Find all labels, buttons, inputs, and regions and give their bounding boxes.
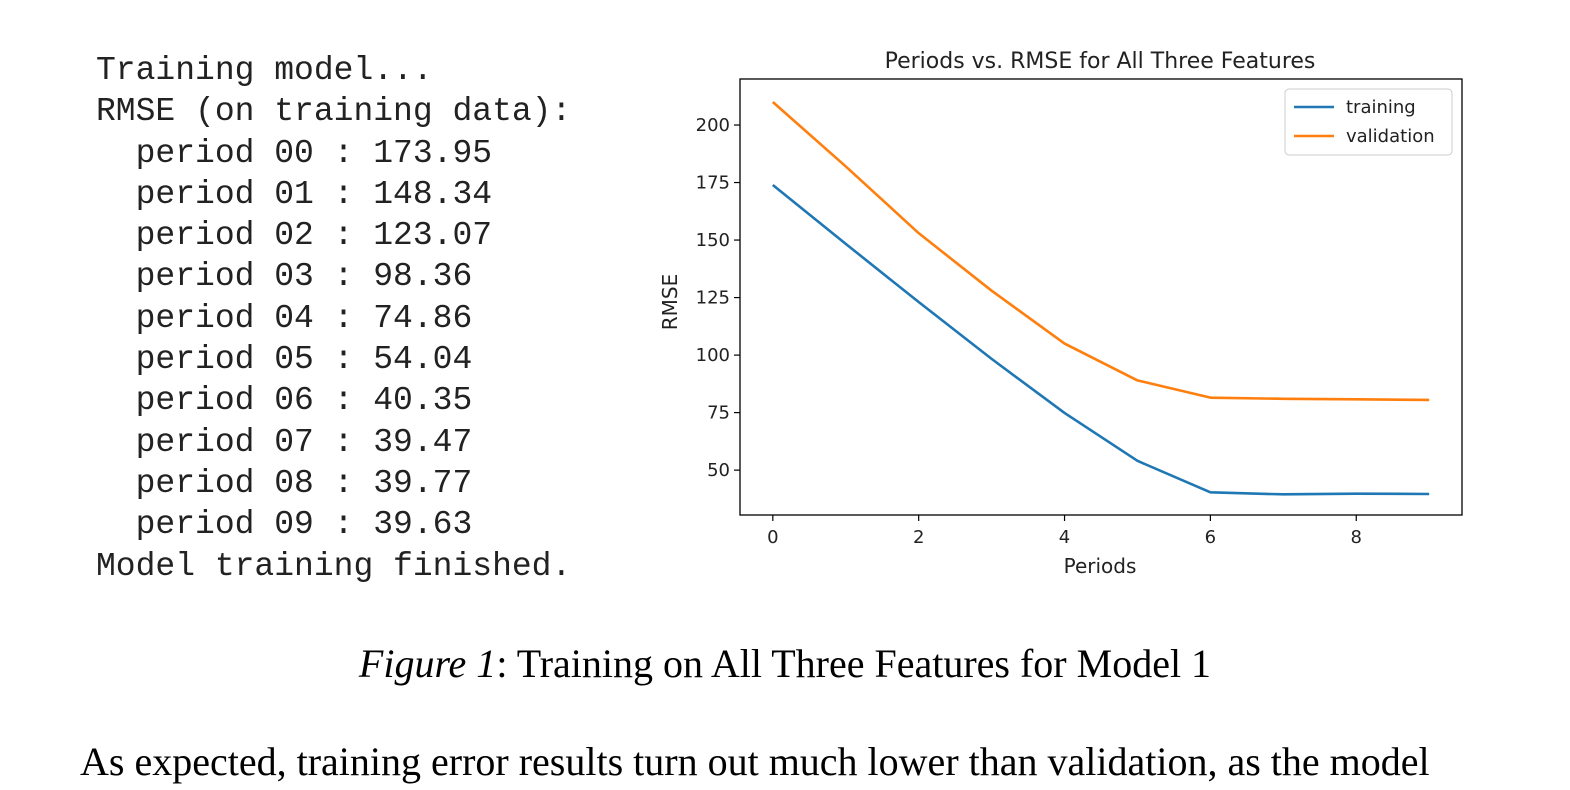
y-tick-label: 125	[696, 288, 730, 309]
figure-caption: Figure 1: Training on All Three Features…	[0, 640, 1570, 687]
console-line: period 02 : 123.07	[96, 217, 493, 255]
figure-label: Figure 1	[358, 641, 497, 686]
y-tick-label: 200	[696, 115, 730, 136]
y-tick-label: 150	[696, 230, 730, 251]
console-line: period 03 : 98.36	[96, 258, 473, 296]
x-tick-label: 6	[1205, 527, 1216, 548]
legend-box	[1284, 88, 1453, 156]
console-line: period 01 : 148.34	[96, 175, 493, 213]
console-line: period 00 : 173.95	[96, 134, 493, 172]
rmse-line-chart: Periods vs. RMSE for All Three Features …	[658, 49, 1463, 578]
console-line: Model training finished.	[96, 547, 572, 585]
body-paragraph: As expected, training error results turn…	[80, 739, 1430, 784]
y-axis-label: RMSE	[658, 274, 682, 330]
caption-text: : Training on All Three Features for Mod…	[496, 641, 1212, 686]
console-line: period 04 : 74.86	[96, 299, 473, 337]
console-output: Training model... RMSE (on training data)…	[96, 50, 571, 587]
y-tick-label: 100	[696, 345, 730, 366]
y-axis-ticks: 50 75 100 125 150 175 200	[696, 115, 740, 481]
console-line: period 07 : 39.47	[96, 423, 473, 461]
console-line: period 05 : 54.04	[96, 341, 473, 379]
plot-area	[771, 101, 1430, 496]
legend-label-training: training	[1346, 97, 1416, 118]
legend: training validation	[1284, 88, 1453, 156]
y-tick-label: 175	[696, 173, 730, 194]
plot-frame	[739, 78, 1463, 516]
x-tick-label: 4	[1059, 527, 1070, 548]
x-axis-ticks: 0 2 4 6 8	[767, 515, 1362, 548]
x-tick-label: 0	[767, 527, 778, 548]
console-line: period 09 : 39.63	[96, 506, 473, 544]
series-line-validation	[771, 101, 1430, 402]
x-tick-label: 2	[913, 527, 924, 548]
console-line: RMSE (on training data):	[96, 93, 572, 131]
chart-title: Periods vs. RMSE for All Three Features	[885, 49, 1316, 74]
y-tick-label: 75	[707, 403, 730, 424]
legend-label-validation: validation	[1346, 126, 1435, 147]
console-line: Training model...	[96, 52, 433, 89]
x-tick-label: 8	[1351, 527, 1362, 548]
series-line-training	[772, 183, 1430, 496]
console-line: period 06 : 40.35	[96, 382, 473, 420]
y-tick-label: 50	[707, 460, 730, 481]
console-line: period 08 : 39.77	[96, 464, 473, 502]
x-axis-label: Periods	[1064, 554, 1137, 578]
